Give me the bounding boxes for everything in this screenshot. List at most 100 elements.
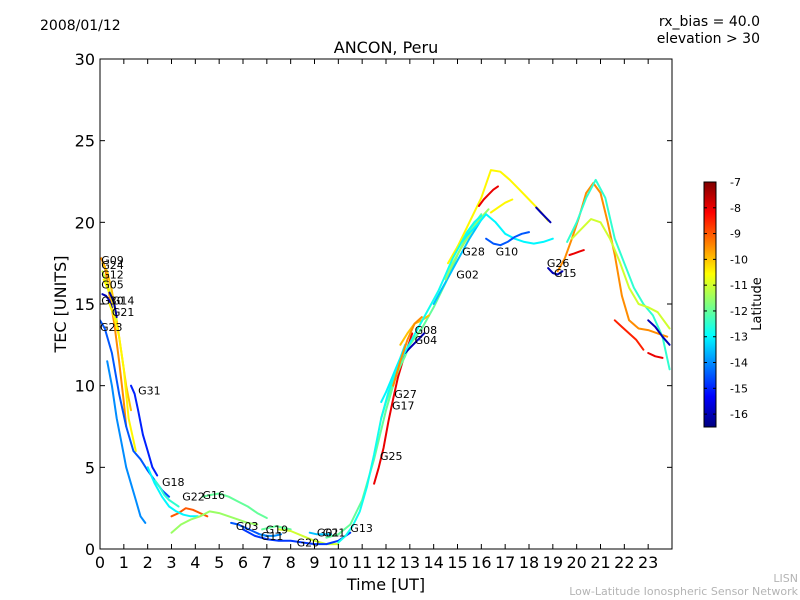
series-g02 xyxy=(432,214,485,305)
x-tick-label: 10 xyxy=(328,553,348,572)
x-tick-label: 4 xyxy=(190,553,200,572)
series-g22 xyxy=(170,507,209,518)
x-tick-label: 11 xyxy=(352,553,372,572)
series-trace-40 xyxy=(392,316,423,387)
colorbar-tick-label: -14 xyxy=(730,357,748,370)
satellite-label: G14 xyxy=(112,295,135,308)
satellite-label: G31 xyxy=(138,385,161,398)
series-g14 xyxy=(108,291,118,319)
series-g04 xyxy=(404,332,426,354)
series-trace-42 xyxy=(489,198,514,214)
series-trace-43 xyxy=(485,231,530,247)
x-tick-label: 14 xyxy=(423,553,443,572)
series-g21 xyxy=(108,303,137,452)
colorbar-tick-label: -10 xyxy=(730,253,748,266)
rx-bias-label: rx_bias = 40.0 xyxy=(658,14,760,30)
satellite-label: G27 xyxy=(394,388,417,401)
series-g15 xyxy=(547,267,564,276)
series-g31 xyxy=(130,384,159,477)
satellite-label: G12 xyxy=(101,269,124,282)
series-g26 xyxy=(447,169,550,265)
satellite-label: G21 xyxy=(323,527,346,540)
series-g18 xyxy=(153,479,180,508)
x-tick-label: 8 xyxy=(286,553,296,572)
series-trace-31 xyxy=(613,319,645,351)
y-tick-label: 10 xyxy=(75,377,95,396)
series-trace-38 xyxy=(242,528,352,546)
series-g11 xyxy=(258,533,283,537)
satellite-label: G11 xyxy=(261,530,284,543)
satellite-label: G16 xyxy=(203,489,226,502)
colorbar-ticks: -7 -8 -9 -10 -11 -12 -13 -14 -15 -16 xyxy=(704,176,748,421)
satellite-label: G20 xyxy=(297,537,320,550)
series-g01 xyxy=(308,531,333,536)
x-axis-ticks: 0 1 2 3 4 5 6 7 8 9 10 11 12 13 14 15 16 17 18 19 20 21 22 23 xyxy=(95,59,658,572)
x-tick-label: 0 xyxy=(95,553,105,572)
satellite-label: G02 xyxy=(456,269,479,282)
series-trace-36 xyxy=(146,466,199,518)
series-trace-44 xyxy=(535,206,552,224)
series-g16 xyxy=(201,492,268,519)
satellite-label: G23 xyxy=(100,321,123,334)
series-g23 xyxy=(100,319,171,498)
colorbar xyxy=(703,181,717,428)
x-tick-label: 18 xyxy=(519,553,539,572)
y-axis-ticks: 0 5 10 15 20 25 30 xyxy=(75,50,672,559)
satellite-label: G21 xyxy=(112,306,135,319)
satellite-label: G18 xyxy=(162,476,185,489)
y-axis-label: TEC [UNITS] xyxy=(51,256,70,354)
x-tick-label: 19 xyxy=(543,553,563,572)
satellite-label: G05 xyxy=(101,278,124,291)
series-trace-34 xyxy=(647,352,664,359)
satellite-label: G25 xyxy=(380,450,403,463)
colorbar-tick-label: -9 xyxy=(730,228,741,241)
x-tick-label: 22 xyxy=(614,553,634,572)
colorbar-tick-label: -15 xyxy=(730,382,748,395)
satellite-label: G09 xyxy=(101,254,124,267)
y-tick-label: 30 xyxy=(75,50,95,69)
series-trace-29 xyxy=(566,178,671,371)
colorbar-tick-label: -12 xyxy=(730,305,748,318)
x-axis-label: Time [UT] xyxy=(346,575,425,594)
x-tick-label: 9 xyxy=(309,553,319,572)
credit-line-1: LISN xyxy=(773,572,798,585)
colorbar-tick-label: -7 xyxy=(730,176,741,189)
x-tick-label: 5 xyxy=(214,553,224,572)
satellite-label: G10 xyxy=(496,246,519,259)
x-tick-label: 13 xyxy=(400,553,420,572)
series-trace-30 xyxy=(570,218,671,330)
satellite-label: G08 xyxy=(415,324,438,337)
x-tick-label: 12 xyxy=(376,553,396,572)
satellite-label: G24 xyxy=(101,259,124,272)
credit: LISN Low-Latitude Ionospheric Sensor Net… xyxy=(569,572,798,598)
colorbar-tick-label: -11 xyxy=(730,279,748,292)
chart-title: ANCON, Peru xyxy=(333,38,439,57)
series-trace-39 xyxy=(337,214,483,544)
x-tick-label: 20 xyxy=(566,553,586,572)
x-tick-label: 2 xyxy=(143,553,153,572)
satellite-label: G04 xyxy=(415,334,438,347)
y-tick-label: 0 xyxy=(85,540,95,559)
x-tick-label: 3 xyxy=(166,553,176,572)
x-tick-label: 17 xyxy=(495,553,515,572)
satellite-label: G03 xyxy=(236,520,259,533)
series-g10 xyxy=(456,213,554,248)
x-tick-label: 7 xyxy=(262,553,272,572)
colorbar-tick-label: -13 xyxy=(730,331,748,344)
series-g13 xyxy=(325,213,483,539)
series-g19 xyxy=(261,525,292,531)
y-tick-label: 5 xyxy=(85,458,95,477)
y-tick-label: 25 xyxy=(75,132,95,151)
satellite-label: G19 xyxy=(266,523,289,536)
x-tick-label: 21 xyxy=(590,553,610,572)
satellite-label: G22 xyxy=(182,491,205,504)
series-trace-41 xyxy=(477,185,499,207)
satellite-label: G01 xyxy=(317,527,340,540)
x-tick-label: 15 xyxy=(447,553,467,572)
colorbar-label: Latitude xyxy=(750,277,765,331)
y-tick-label: 20 xyxy=(75,213,95,232)
credit-line-2: Low-Latitude Ionospheric Sensor Network xyxy=(569,585,798,598)
series-trace-35 xyxy=(106,360,147,524)
